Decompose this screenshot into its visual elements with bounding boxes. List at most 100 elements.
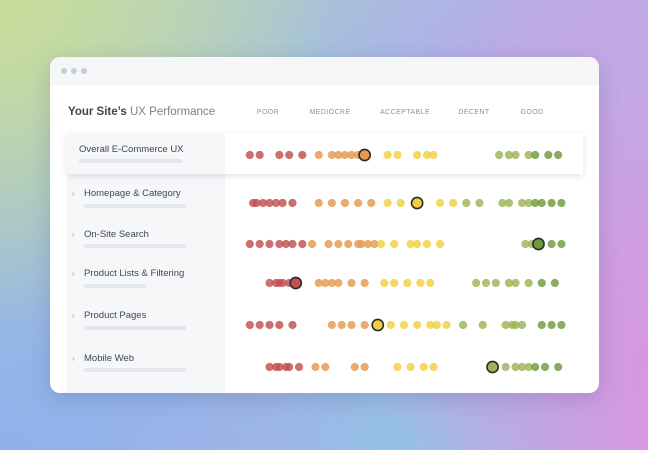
site-score-dot	[554, 362, 563, 372]
site-score-dot	[416, 278, 425, 288]
column-label-poor: POOR	[256, 109, 280, 116]
row-label-product-lists-filtering[interactable]: Product Lists & Filtering	[84, 268, 185, 279]
row-subtitle-placeholder	[84, 368, 186, 372]
site-score-dot	[458, 320, 468, 330]
site-score-dot	[426, 320, 435, 330]
site-score-dot	[472, 278, 481, 288]
site-score-dot	[393, 150, 402, 160]
site-score-dot	[255, 150, 264, 160]
site-score-dot	[478, 320, 487, 330]
site-score-dot	[327, 278, 336, 288]
column-label-acceptable: ACCEPTABLE	[380, 109, 430, 116]
site-score-dot	[321, 362, 330, 372]
site-score-dot	[271, 198, 281, 208]
site-score-dot	[517, 320, 527, 330]
site-score-dot	[383, 198, 392, 208]
site-score-dot	[511, 278, 520, 288]
site-score-dot	[419, 362, 428, 372]
your-site-score-marker[interactable]	[410, 196, 424, 210]
chevron-right-icon[interactable]: ›	[72, 354, 75, 363]
site-score-dot	[540, 362, 550, 372]
site-score-dot	[524, 198, 533, 208]
your-site-score-marker[interactable]	[358, 148, 372, 162]
site-score-dot	[288, 198, 297, 208]
site-score-dot	[413, 150, 422, 160]
site-score-dot	[390, 278, 399, 288]
site-score-dot	[547, 320, 556, 330]
column-label-good: GOOD	[520, 109, 544, 116]
site-score-dot	[255, 239, 264, 249]
site-score-dot	[504, 150, 514, 160]
overall-row-card	[67, 133, 583, 174]
category-panel	[67, 133, 225, 393]
site-score-dot	[360, 278, 369, 288]
site-score-dot	[376, 239, 386, 249]
site-score-dot	[308, 239, 317, 249]
site-score-dot	[537, 278, 546, 288]
site-score-dot	[495, 150, 504, 160]
window-dot-icon	[71, 68, 77, 74]
site-score-dot	[334, 239, 343, 249]
site-score-dot	[298, 150, 307, 160]
site-score-dot	[544, 150, 553, 160]
chevron-right-icon[interactable]: ›	[72, 230, 75, 239]
site-score-dot	[275, 362, 284, 372]
site-score-dot	[265, 278, 274, 288]
site-score-dot	[360, 362, 369, 372]
site-score-dot	[504, 198, 514, 208]
window-titlebar	[50, 57, 599, 85]
row-label-product-pages[interactable]: Product Pages	[84, 310, 147, 321]
site-score-dot	[340, 198, 350, 208]
site-score-dot	[275, 239, 284, 249]
site-score-dot	[524, 150, 533, 160]
site-score-dot	[403, 278, 412, 288]
site-score-dot	[258, 198, 268, 208]
site-score-dot	[547, 239, 556, 249]
site-score-dot	[504, 278, 514, 288]
site-score-dot	[501, 362, 510, 372]
column-label-decent: DECENT	[458, 109, 490, 116]
site-score-dot	[275, 150, 284, 160]
site-score-dot	[347, 150, 356, 160]
your-site-score-marker[interactable]	[371, 318, 385, 332]
row-label-mobile-web[interactable]: Mobile Web	[84, 353, 134, 364]
site-score-dot	[390, 239, 399, 249]
site-score-dot	[327, 198, 336, 208]
your-site-score-marker[interactable]	[486, 360, 499, 374]
site-score-dot	[475, 198, 484, 208]
row-label-on-site-search[interactable]: On-Site Search	[84, 229, 149, 240]
site-score-dot	[314, 150, 323, 160]
row-label-homepage-category[interactable]: Homepage & Category	[84, 188, 181, 199]
site-score-dot	[337, 320, 346, 330]
site-score-dot	[531, 150, 540, 160]
site-score-dot	[245, 150, 254, 160]
site-score-dot	[462, 198, 471, 208]
site-score-dot	[350, 362, 359, 372]
site-score-dot	[399, 320, 409, 330]
row-subtitle-placeholder	[84, 244, 186, 248]
site-score-dot	[435, 198, 445, 208]
site-score-dot	[278, 278, 287, 288]
site-score-dot	[334, 150, 343, 160]
window-dot-icon	[61, 68, 67, 74]
site-score-dot	[537, 198, 546, 208]
site-score-dot	[501, 320, 510, 330]
site-score-dot	[422, 239, 432, 249]
site-score-dot	[524, 278, 533, 288]
site-score-dot	[393, 362, 402, 372]
site-score-dot	[531, 362, 540, 372]
site-score-dot	[314, 278, 323, 288]
site-score-dot	[252, 198, 261, 208]
chevron-right-icon[interactable]: ›	[72, 269, 75, 278]
page-title: Your Site’s UX Performance	[68, 106, 215, 118]
chevron-right-icon[interactable]: ›	[72, 311, 75, 320]
chevron-right-icon[interactable]: ›	[72, 189, 75, 198]
page-title-highlight: UX Performance	[130, 106, 216, 118]
site-score-dot	[327, 320, 336, 330]
site-score-dot	[360, 320, 369, 330]
your-site-score-marker[interactable]	[289, 276, 303, 290]
site-score-dot	[537, 320, 546, 330]
site-score-dot	[429, 150, 438, 160]
your-site-score-marker[interactable]	[532, 237, 545, 251]
site-score-dot	[347, 278, 356, 288]
